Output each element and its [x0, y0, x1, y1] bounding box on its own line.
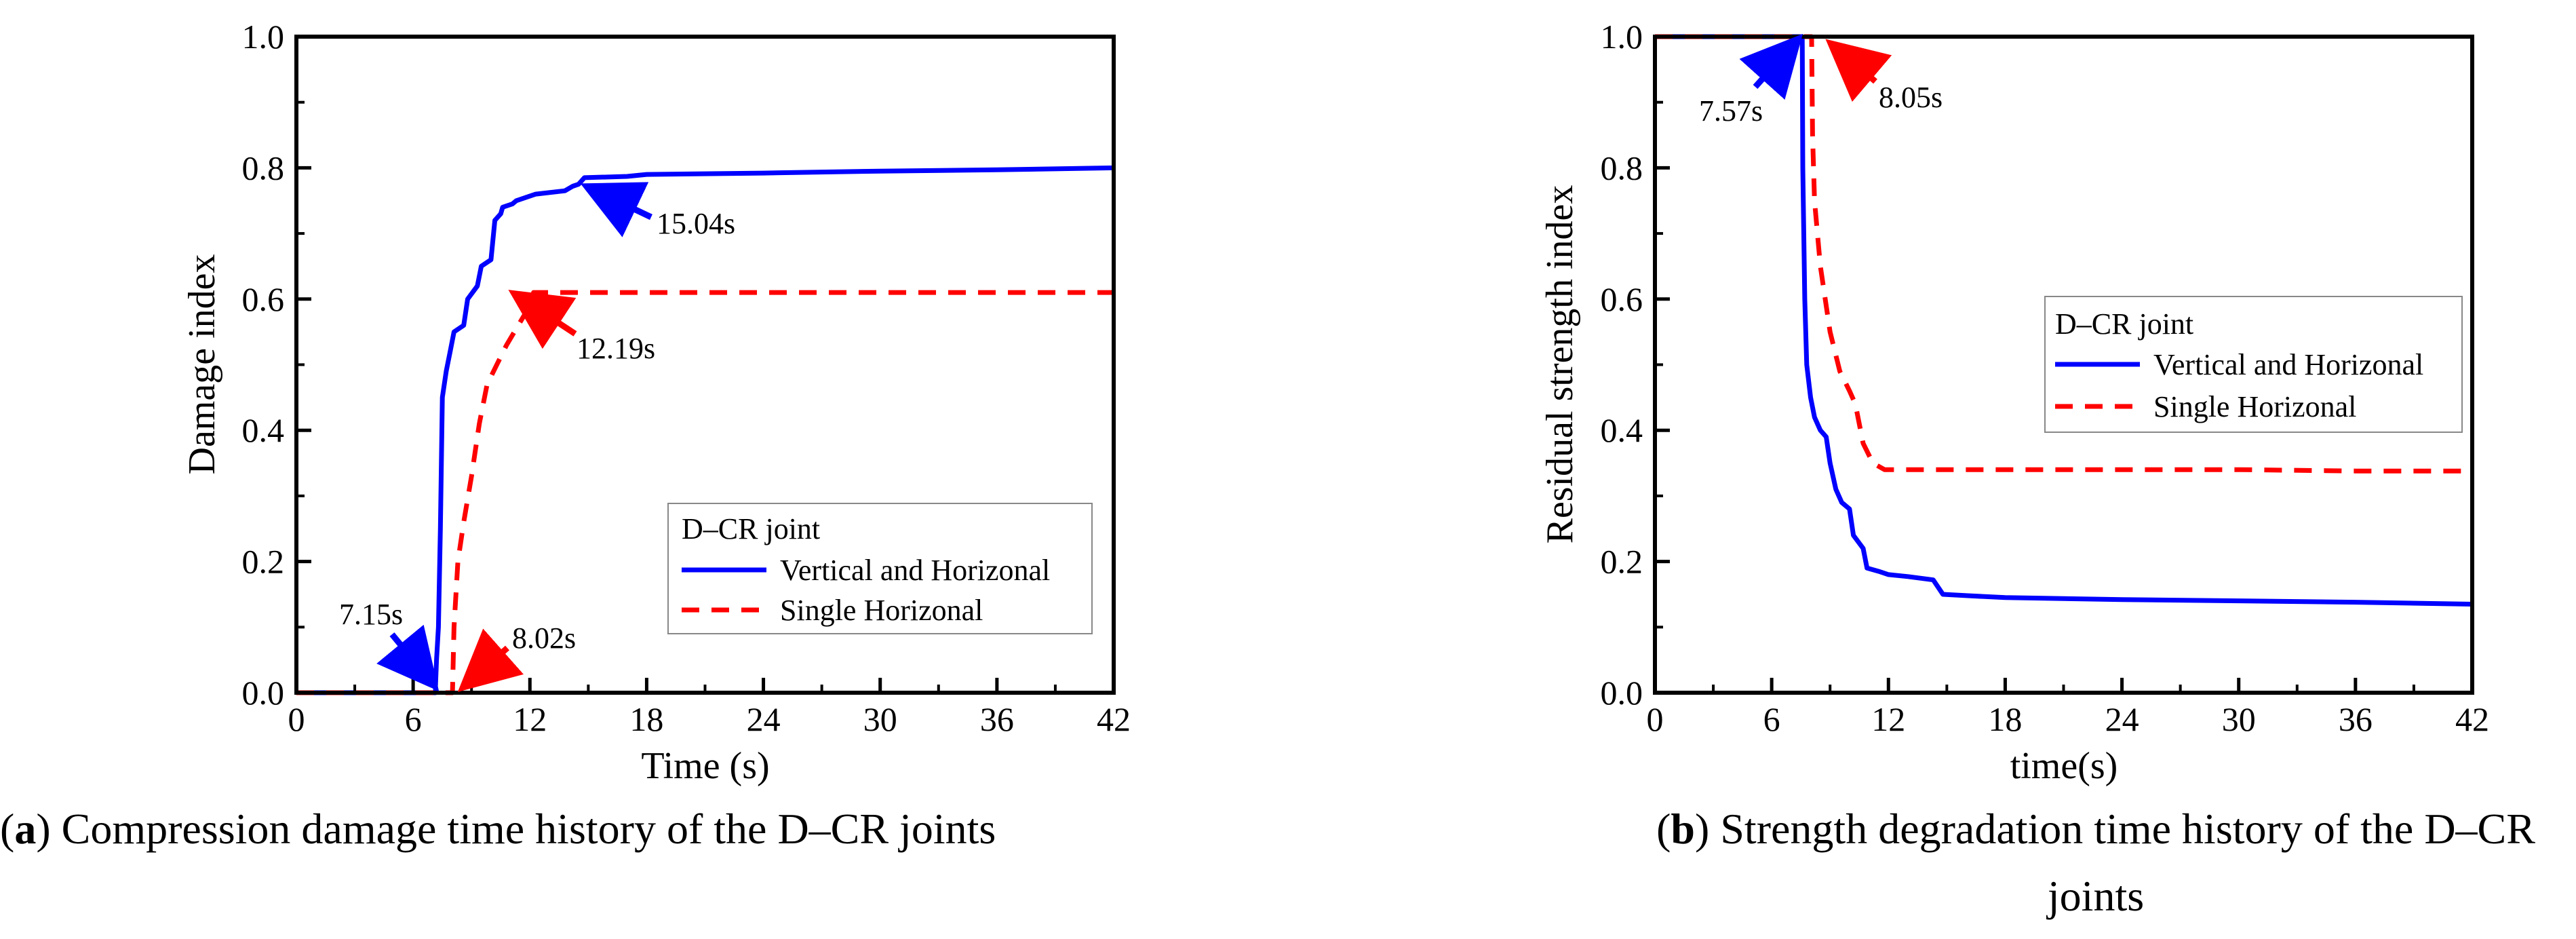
caption: (b) Strength degradation time history of… — [1656, 805, 2535, 853]
annotation-arrow — [376, 624, 440, 691]
y-tick-label: 0.2 — [242, 543, 285, 581]
y-tick-label: 1.0 — [1601, 18, 1643, 56]
legend-label: Single Horizonal — [780, 594, 983, 627]
x-tick-label: 42 — [1097, 700, 1131, 738]
y-tick-label: 0.8 — [1601, 149, 1643, 187]
y-axis-ticks: 0.0 0.2 0.4 0.6 0.8 1.0 — [242, 18, 311, 712]
x-tick-label: 0 — [1647, 700, 1664, 738]
series-line-2 — [296, 290, 1114, 695]
x-tick-label: 36 — [980, 700, 1014, 738]
annotation-label: 8.05s — [1879, 81, 1943, 114]
annotation-label: 7.15s — [339, 598, 403, 631]
y-tick-label: 0.6 — [242, 280, 285, 318]
caption: (a) Compression damage time history of t… — [0, 805, 996, 853]
y-axis-label: Residual strength index — [1539, 185, 1581, 544]
legend-title: D–CR joint — [2055, 307, 2193, 341]
legend-title: D–CR joint — [682, 512, 820, 545]
y-tick-label: 0.0 — [1601, 674, 1643, 712]
series-line-1 — [1655, 34, 2473, 607]
x-tick-label: 24 — [747, 700, 781, 738]
y-axis-ticks: 0.0 0.2 0.4 0.6 0.8 1.0 — [1601, 18, 1670, 712]
y-tick-label: 0.0 — [242, 674, 285, 712]
annotation-label: 15.04s — [657, 207, 735, 240]
x-axis-ticks: 0 6 12 18 24 30 36 42 — [1647, 678, 2489, 738]
annotation-arrow — [1739, 33, 1803, 100]
chart-panel-b: 0 6 12 18 24 30 36 42 0.0 0.2 0.4 0.6 0.8 1.0 time(s… — [1539, 18, 2535, 920]
annotations: 7.15s 8.02s 15.04s 12.19s — [339, 182, 735, 692]
caption-text: Compression damage time history of the D… — [62, 805, 996, 853]
x-tick-label: 12 — [513, 700, 547, 738]
annotation-label: 8.02s — [512, 621, 576, 655]
x-axis-label: time(s) — [2010, 745, 2118, 787]
x-tick-label: 0 — [288, 700, 305, 738]
legend: D–CR joint Vertical and Horizonal Single… — [2044, 296, 2463, 433]
x-tick-label: 36 — [2339, 700, 2373, 738]
annotation-arrow — [508, 290, 577, 349]
caption-letter: a — [14, 805, 36, 853]
series-group — [1655, 34, 2473, 607]
legend-label: Vertical and Horizonal — [780, 554, 1050, 587]
x-tick-label: 6 — [405, 700, 422, 738]
y-axis-label: Damage index — [181, 254, 223, 475]
annotations: 7.57s 8.05s — [1699, 33, 1943, 128]
legend-label: Single Horizonal — [2153, 390, 2356, 423]
x-axis-label: Time (s) — [641, 745, 769, 787]
x-tick-label: 42 — [2455, 700, 2489, 738]
x-tick-label: 24 — [2105, 700, 2139, 738]
x-tick-label: 18 — [1988, 700, 2022, 738]
x-axis-ticks: 0 6 12 18 24 30 36 42 — [288, 678, 1131, 738]
legend: D–CR joint Vertical and Horizonal Single… — [667, 503, 1093, 634]
y-tick-label: 0.4 — [1601, 411, 1643, 449]
x-tick-label: 18 — [629, 700, 663, 738]
series-group — [296, 165, 1114, 695]
y-tick-label: 0.4 — [242, 411, 285, 449]
y-tick-label: 0.6 — [1601, 280, 1643, 318]
annotation-label: 12.19s — [577, 332, 655, 365]
annotation-arrow — [457, 628, 524, 692]
series-line-2 — [1655, 34, 2472, 474]
y-tick-label: 1.0 — [242, 18, 285, 56]
caption-letter: b — [1671, 805, 1695, 853]
y-tick-label: 0.8 — [242, 149, 285, 187]
x-tick-label: 30 — [2222, 700, 2256, 738]
chart-panel-a: 0 6 12 18 24 30 36 42 0.0 0.2 0.4 0.6 0.8 1.0 Time (… — [0, 18, 1131, 853]
caption-text: Strength degradation time history of the… — [1720, 805, 2535, 853]
annotation-label: 7.57s — [1699, 94, 1763, 128]
caption-text-line2: joints — [2046, 872, 2144, 920]
x-tick-label: 30 — [863, 700, 897, 738]
y-tick-label: 0.2 — [1601, 543, 1643, 581]
annotation-arrow — [580, 182, 652, 237]
x-tick-label: 6 — [1763, 700, 1780, 738]
series-line-1 — [296, 165, 1114, 695]
legend-label: Vertical and Horizonal — [2153, 348, 2423, 381]
annotation-arrow — [1825, 39, 1892, 102]
x-tick-label: 12 — [1871, 700, 1905, 738]
